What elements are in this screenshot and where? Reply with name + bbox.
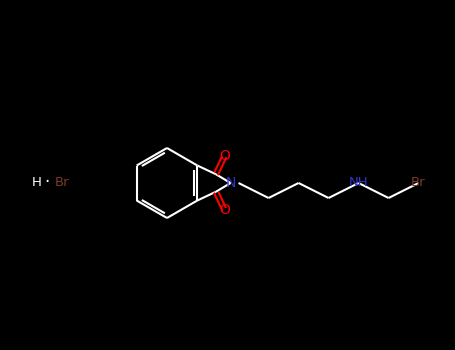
- Text: NH: NH: [349, 176, 369, 189]
- Text: ·: ·: [45, 173, 50, 191]
- Text: N: N: [225, 176, 236, 190]
- Text: O: O: [219, 203, 230, 217]
- Text: H: H: [32, 176, 42, 189]
- Text: Br: Br: [55, 176, 70, 189]
- Text: Br: Br: [411, 176, 426, 189]
- Text: O: O: [219, 149, 230, 163]
